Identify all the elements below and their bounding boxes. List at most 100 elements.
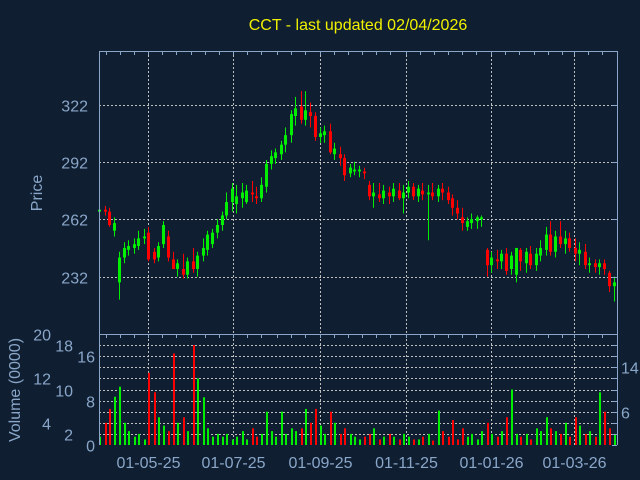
candle-body (549, 234, 552, 252)
volume-bar (177, 422, 179, 445)
volume-bar (565, 422, 567, 445)
candle-body (578, 249, 581, 254)
volume-tick-label: 12 (33, 372, 51, 389)
candle-body (127, 246, 130, 250)
volume-bar (457, 439, 459, 445)
candle-body (490, 257, 493, 266)
volume-bar (285, 433, 287, 445)
volume-bar (334, 422, 336, 445)
volume-bar (354, 436, 356, 445)
candle-body (182, 268, 185, 275)
volume-bar (442, 431, 444, 445)
candle-body (118, 257, 121, 283)
candle-body (104, 209, 107, 212)
candle-body (241, 192, 244, 199)
candle-body (470, 219, 473, 224)
volume-bar (144, 439, 146, 445)
candle-body (221, 215, 224, 226)
candle-body (594, 263, 597, 268)
volume-bar (128, 431, 130, 445)
candle-body (339, 154, 342, 159)
candle-body (402, 192, 405, 199)
volume-bar (614, 433, 616, 445)
volume-bar (246, 439, 248, 445)
x-tick-label: 01-03-26 (542, 455, 606, 472)
candle-body (349, 167, 352, 174)
candle-body (300, 106, 303, 120)
price-tick-label: 262 (61, 213, 88, 230)
volume-bar (520, 436, 522, 445)
volume-bar (203, 397, 205, 445)
x-tick-label: 01-09-25 (288, 455, 352, 472)
candle-body (323, 131, 326, 136)
volume-bar (193, 345, 195, 445)
candle-body (280, 144, 283, 155)
chart-title: CCT - last updated 02/04/2026 (249, 17, 468, 34)
candle-body (398, 190, 401, 199)
candle-body (598, 263, 601, 268)
volume-bar (389, 433, 391, 445)
volume-bar (477, 439, 479, 445)
volume-bar (555, 431, 557, 445)
volume-tick-label: 16 (77, 350, 95, 367)
candle-body (167, 236, 170, 258)
volume-bar (471, 433, 473, 445)
volume-bar (609, 428, 611, 445)
candle-body (231, 188, 234, 203)
volume-bar (134, 436, 136, 445)
volume-bar (256, 436, 258, 445)
volume-bar (212, 436, 214, 445)
candle-body (162, 225, 165, 245)
volume-bar (291, 428, 293, 445)
volume-bar (569, 436, 571, 445)
candle-body (143, 236, 146, 239)
candle-body (157, 246, 160, 258)
volume-bar (536, 428, 538, 445)
volume-bar (197, 378, 199, 445)
volume-bar (506, 417, 508, 445)
volume-bar (350, 433, 352, 445)
candle-body (270, 156, 273, 164)
candle-body (113, 223, 116, 231)
volume-bar (324, 433, 326, 445)
volume-bar (467, 436, 469, 445)
candle-body (505, 253, 508, 271)
price-tick-label: 232 (61, 271, 88, 288)
volume-bar (418, 439, 420, 445)
volume-bar (359, 439, 361, 445)
volume-bar (105, 422, 107, 445)
candle-body (225, 202, 228, 216)
candle-body (274, 152, 277, 159)
candle-body (559, 236, 562, 245)
candle-body (427, 192, 430, 195)
volume-bar (173, 353, 175, 445)
candle-body (319, 133, 322, 138)
x-tick-label: 01-07-25 (201, 455, 265, 472)
volume-bar (432, 440, 434, 445)
candle-body (147, 232, 150, 260)
volume-tick-label: 10 (55, 384, 73, 401)
candle-body (211, 232, 214, 245)
volume-bar (369, 433, 371, 445)
candle-body (304, 110, 307, 120)
volume-bar (393, 436, 395, 445)
candle-body (255, 196, 258, 199)
candle-body (525, 251, 528, 264)
volume-bar (158, 417, 160, 445)
volume-bar (408, 436, 410, 445)
volume-bar (550, 428, 552, 445)
price-tick-label: 322 (61, 99, 88, 116)
candle-body (388, 192, 391, 197)
candle-body (392, 188, 395, 197)
candle-body (588, 263, 591, 266)
volume-bar (403, 433, 405, 445)
volume-bar (373, 428, 375, 445)
volume-bar (236, 436, 238, 445)
volume-bar (497, 436, 499, 445)
volume-bar (364, 436, 366, 445)
candle-body (486, 249, 489, 266)
candle-body (186, 261, 189, 275)
volume-bar (138, 433, 140, 445)
